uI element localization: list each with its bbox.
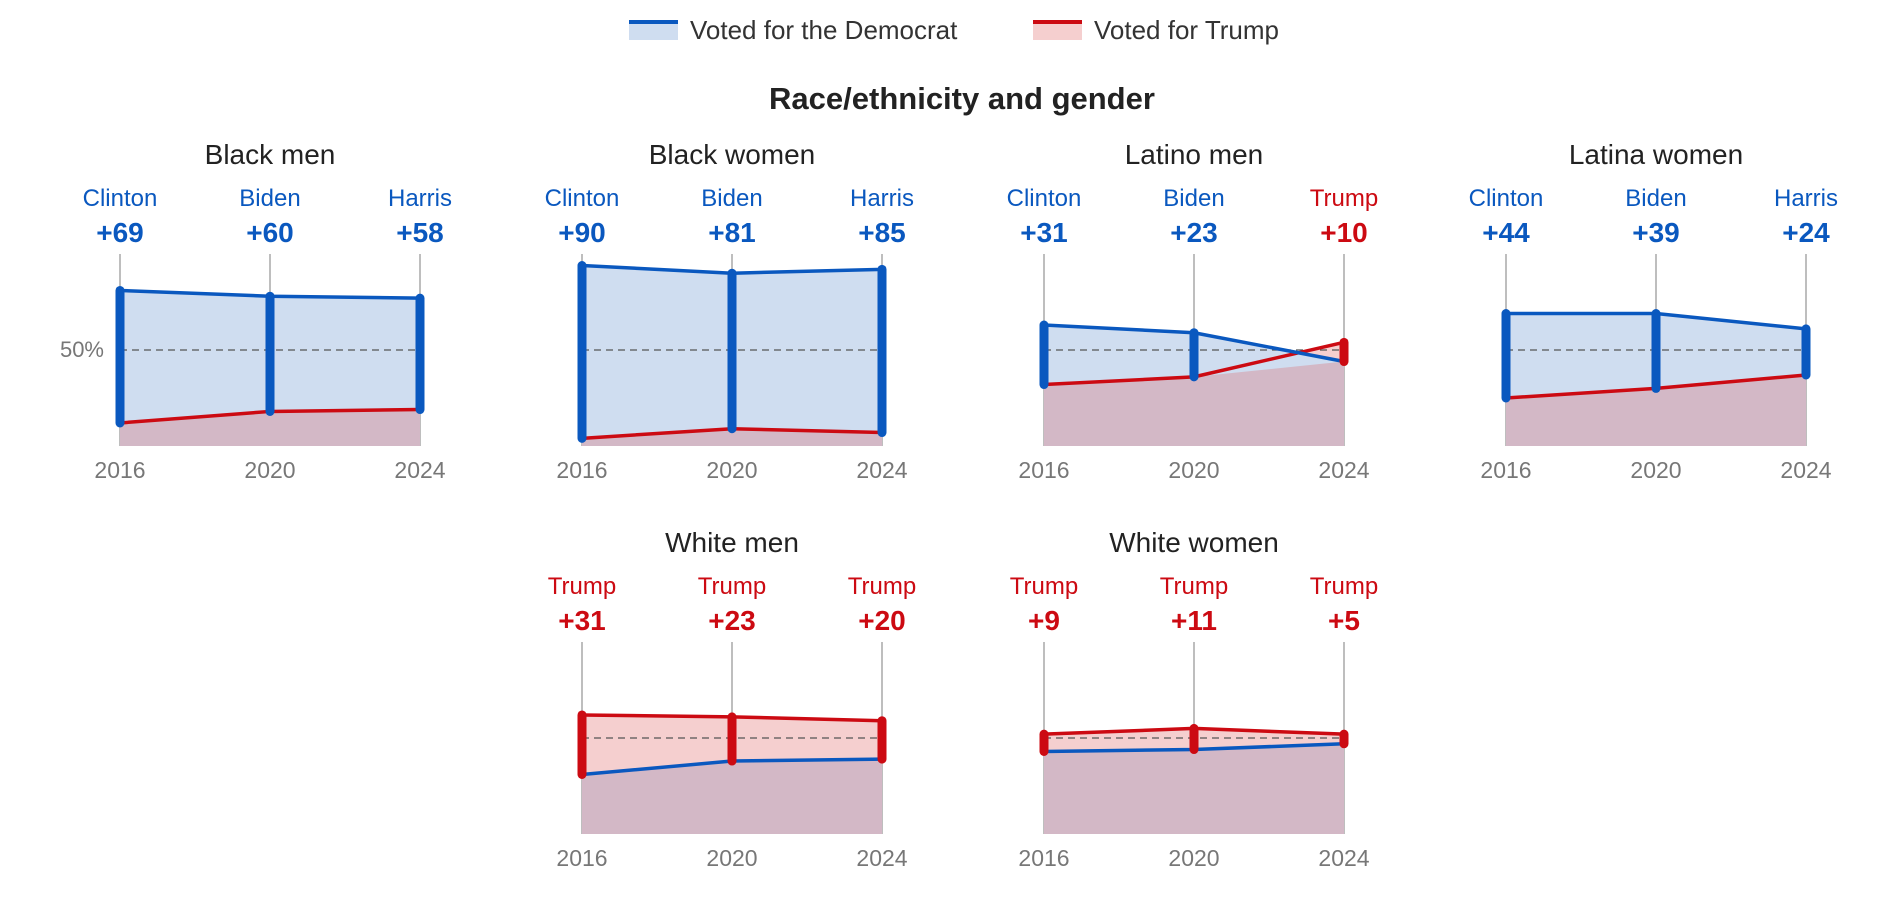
overlap-area — [1044, 361, 1344, 446]
winner-label-2020: Trump — [1160, 573, 1228, 600]
panel-title: Latino men — [1125, 139, 1264, 170]
year-tick-label: 2020 — [706, 845, 757, 871]
legend-trump-swatch-fill — [1033, 20, 1082, 40]
year-tick-label: 2024 — [856, 845, 907, 871]
reference-line-label: 50% — [60, 337, 104, 362]
winner-label-2020: Biden — [1163, 185, 1224, 212]
margin-label-2016: +9 — [1028, 605, 1060, 636]
year-tick-label: 2024 — [856, 457, 907, 483]
year-tick-label: 2024 — [394, 457, 445, 483]
year-tick-label: 2020 — [706, 457, 757, 483]
year-tick-label: 2016 — [556, 457, 607, 483]
winner-label-2016: Trump — [548, 573, 616, 600]
margin-label-2020: +81 — [708, 217, 756, 248]
winner-label-2016: Clinton — [545, 185, 620, 212]
year-tick-label: 2020 — [1630, 457, 1681, 483]
year-tick-label: 2020 — [244, 457, 295, 483]
margin-label-2020: +60 — [246, 217, 294, 248]
year-tick-label: 2016 — [1480, 457, 1531, 483]
margin-label-2020: +11 — [1171, 605, 1217, 636]
panel-white-men: White men Trump +31 2016 Trump +23 2020 Trump +2… — [548, 527, 916, 871]
overlap-area — [1506, 374, 1806, 446]
winner-label-2020: Trump — [698, 573, 766, 600]
panel-title: Black men — [205, 139, 336, 170]
margin-label-2020: +23 — [708, 605, 756, 636]
margin-label-2024: +24 — [1782, 217, 1830, 248]
winner-label-2024: Trump — [1310, 573, 1378, 600]
panel-title: White women — [1109, 527, 1279, 558]
margin-label-2020: +39 — [1632, 217, 1680, 248]
margin-label-2016: +31 — [558, 605, 606, 636]
year-tick-label: 2016 — [1018, 457, 1069, 483]
year-tick-label: 2020 — [1168, 845, 1219, 871]
margin-label-2016: +90 — [558, 217, 606, 248]
panel-latina-women: Latina women Clinton +44 2016 Biden +39 2020 Ha… — [1469, 139, 1838, 483]
year-tick-label: 2016 — [94, 457, 145, 483]
panel-title: Black women — [649, 139, 816, 170]
margin-label-2024: +10 — [1320, 217, 1368, 248]
panel-white-women: White women Trump +9 2016 Trump +11 2020 Trump +… — [1010, 527, 1378, 871]
winner-label-2020: Biden — [239, 185, 300, 212]
winner-label-2016: Clinton — [1469, 185, 1544, 212]
year-tick-label: 2016 — [1018, 845, 1069, 871]
winner-label-2016: Trump — [1010, 573, 1078, 600]
legend-democrat: Voted for the Democrat — [629, 15, 958, 45]
overlap-area — [582, 759, 882, 834]
panel-black-men: Black men 50% Clinton +69 2016 Biden +60 2020 Ha… — [60, 139, 452, 483]
winner-label-2020: Biden — [701, 185, 762, 212]
margin-label-2024: +5 — [1328, 605, 1360, 636]
year-tick-label: 2024 — [1780, 457, 1831, 483]
panel-title: Latina women — [1569, 139, 1743, 170]
winner-label-2024: Trump — [848, 573, 916, 600]
margin-label-2024: +58 — [396, 217, 444, 248]
year-tick-label: 2020 — [1168, 457, 1219, 483]
year-tick-label: 2016 — [556, 845, 607, 871]
overlap-area — [582, 428, 882, 446]
year-tick-label: 2024 — [1318, 845, 1369, 871]
legend-trump-swatch-line — [1033, 20, 1082, 24]
legend-trump: Voted for Trump — [1033, 15, 1279, 45]
panel-title: White men — [665, 527, 799, 558]
legend-democrat-label: Voted for the Democrat — [690, 15, 958, 45]
winner-label-2024: Trump — [1310, 185, 1378, 212]
small-multiples: Black men 50% Clinton +69 2016 Biden +60 2020 Ha… — [60, 139, 1838, 871]
winner-label-2016: Clinton — [1007, 185, 1082, 212]
winner-label-2024: Harris — [1774, 185, 1838, 212]
winner-label-2024: Harris — [388, 185, 452, 212]
winner-label-2020: Biden — [1625, 185, 1686, 212]
section-title: Race/ethnicity and gender — [769, 81, 1155, 116]
margin-label-2016: +31 — [1020, 217, 1068, 248]
margin-label-2016: +44 — [1482, 217, 1530, 248]
margin-label-2016: +69 — [96, 217, 144, 248]
winner-label-2016: Clinton — [83, 185, 158, 212]
legend: Voted for the Democrat Voted for Trump — [629, 15, 1279, 45]
winner-label-2024: Harris — [850, 185, 914, 212]
overlap-area — [1044, 743, 1344, 834]
legend-trump-label: Voted for Trump — [1094, 15, 1279, 45]
margin-label-2024: +20 — [858, 605, 906, 636]
legend-democrat-swatch-fill — [629, 20, 678, 40]
legend-democrat-swatch-line — [629, 20, 678, 24]
panel-black-women: Black women Clinton +90 2016 Biden +81 2020 Har… — [545, 139, 914, 483]
panel-latino-men: Latino men Clinton +31 2016 Biden +23 2020 Trum… — [1007, 139, 1379, 483]
year-tick-label: 2024 — [1318, 457, 1369, 483]
margin-label-2024: +85 — [858, 217, 906, 248]
margin-label-2020: +23 — [1170, 217, 1218, 248]
